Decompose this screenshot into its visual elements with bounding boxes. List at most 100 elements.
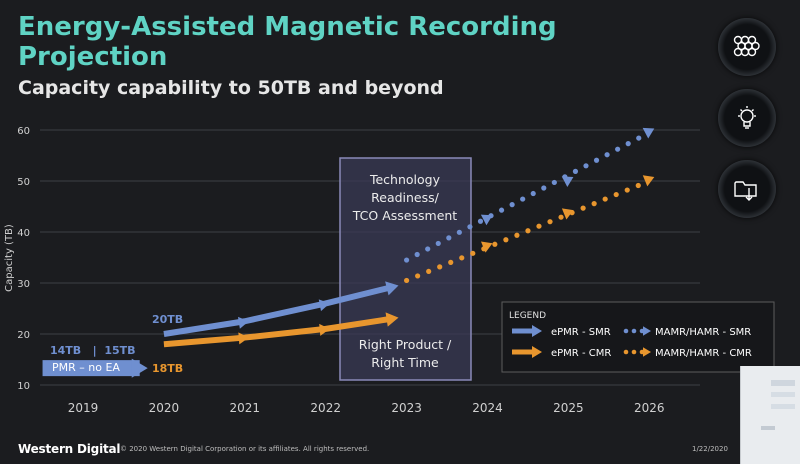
series-point	[498, 207, 505, 213]
series-point	[547, 219, 553, 225]
y-tick-label: 50	[17, 177, 30, 188]
series-point	[425, 246, 431, 252]
arrow-head	[480, 241, 493, 253]
legend-label: MAMR/HAMR - SMR	[655, 327, 751, 338]
series-point	[448, 259, 454, 265]
arrow-head	[643, 326, 651, 336]
series-point	[583, 163, 589, 169]
x-tick-label: 2026	[634, 401, 665, 415]
legend-label: ePMR - SMR	[551, 327, 611, 338]
series-point	[604, 152, 610, 158]
series-line	[163, 284, 391, 337]
series-point	[414, 251, 420, 258]
x-tick-label: 2021	[230, 401, 261, 415]
series-point	[625, 141, 631, 147]
assessment-box-bottom-text: Right Product / Right Time	[359, 337, 452, 370]
legend: LEGEND ePMR - SMR MAMR/HAMR - SMR ePMR - C…	[501, 301, 775, 373]
arrow-head	[319, 323, 330, 336]
y-tick-label: 20	[17, 330, 30, 341]
series-point	[541, 185, 547, 191]
series-point	[467, 224, 473, 230]
series-point	[426, 268, 432, 275]
series-point	[572, 168, 579, 174]
arrow-head	[480, 214, 493, 226]
series-point	[470, 250, 476, 256]
lightbulb-icon	[718, 89, 776, 147]
series-point	[404, 257, 410, 263]
series-point	[459, 255, 465, 261]
series-point	[591, 201, 597, 207]
label-pmr-caps: 14TB | 15TB	[50, 344, 136, 357]
series-mamr-hamr-cmr	[404, 175, 655, 284]
arrow-head	[561, 176, 574, 187]
arrow-head	[237, 316, 249, 329]
y-tick-label: 30	[17, 279, 30, 290]
series-point	[446, 235, 452, 241]
series-point	[492, 241, 498, 247]
label-pmr: PMR – no EA	[52, 361, 120, 374]
series-point	[624, 187, 630, 193]
series-point	[551, 179, 557, 186]
legend-label: ePMR - CMR	[551, 348, 611, 359]
series-point	[509, 202, 515, 208]
series-mamr-hamr-smr	[404, 127, 655, 263]
series-point	[477, 218, 484, 224]
arrow-head	[642, 127, 655, 139]
assessment-box-top-text: Technology Readiness/TCO Assessment	[352, 172, 458, 223]
arrow-head	[385, 312, 399, 327]
series-point	[635, 182, 641, 189]
series-point	[435, 240, 441, 247]
page-subtitle: Capacity capability to 50TB and beyond	[18, 77, 444, 99]
y-axis-label: Capacity (TB)	[4, 224, 15, 292]
series-line	[163, 316, 391, 348]
legend-swatch	[623, 349, 629, 355]
series-point	[437, 264, 443, 270]
x-tick-label: 2023	[391, 401, 422, 415]
legend-entry: ePMR - SMR	[512, 325, 611, 338]
footer-date: 1/22/2020	[692, 445, 728, 453]
series-epmr-smr	[163, 281, 399, 337]
x-tick-label: 2022	[310, 401, 341, 415]
series-point	[558, 214, 564, 220]
legend-swatch	[623, 328, 629, 334]
y-tick-label: 60	[17, 126, 30, 137]
arrow-head	[131, 358, 148, 378]
legend-entry: ePMR - CMR	[512, 346, 611, 359]
arrow-head	[642, 175, 655, 187]
series-point	[593, 157, 600, 163]
series-point	[520, 196, 526, 202]
series-point	[615, 146, 621, 152]
arrow-head	[385, 281, 399, 296]
y-tick-label: 10	[17, 381, 30, 392]
legend-title: LEGEND	[509, 311, 546, 321]
storage-array-icon	[718, 18, 776, 76]
series-point	[514, 232, 520, 238]
series-point	[503, 237, 509, 243]
series-point	[415, 273, 421, 279]
arrow-head	[532, 325, 542, 337]
legend-swatch	[631, 328, 637, 334]
arrow-head	[238, 332, 249, 345]
arrow-head	[532, 346, 542, 358]
series-point	[580, 205, 586, 211]
x-tick-label: 2019	[68, 401, 99, 415]
series-point	[636, 135, 642, 141]
video-thumbnail[interactable]	[740, 366, 800, 464]
series-point	[456, 229, 462, 235]
label-20tb: 20TB	[152, 313, 183, 326]
series-point	[404, 277, 410, 284]
legend-entry: MAMR/HAMR - SMR	[623, 326, 751, 338]
folder-download-icon	[718, 160, 776, 218]
series-point	[525, 228, 531, 234]
arrow-head	[643, 347, 651, 357]
legend-entry: MAMR/HAMR - CMR	[623, 347, 752, 359]
label-18tb: 18TB	[152, 362, 183, 375]
x-tick-label: 2020	[149, 401, 180, 415]
assessment-box	[339, 157, 472, 381]
arrow-head	[318, 299, 330, 312]
legend-label: MAMR/HAMR - CMR	[655, 348, 752, 359]
series-point	[536, 223, 542, 229]
series-epmr-cmr	[163, 312, 399, 348]
copyright-text: © 2020 Western Digital Corporation or it…	[120, 445, 370, 453]
